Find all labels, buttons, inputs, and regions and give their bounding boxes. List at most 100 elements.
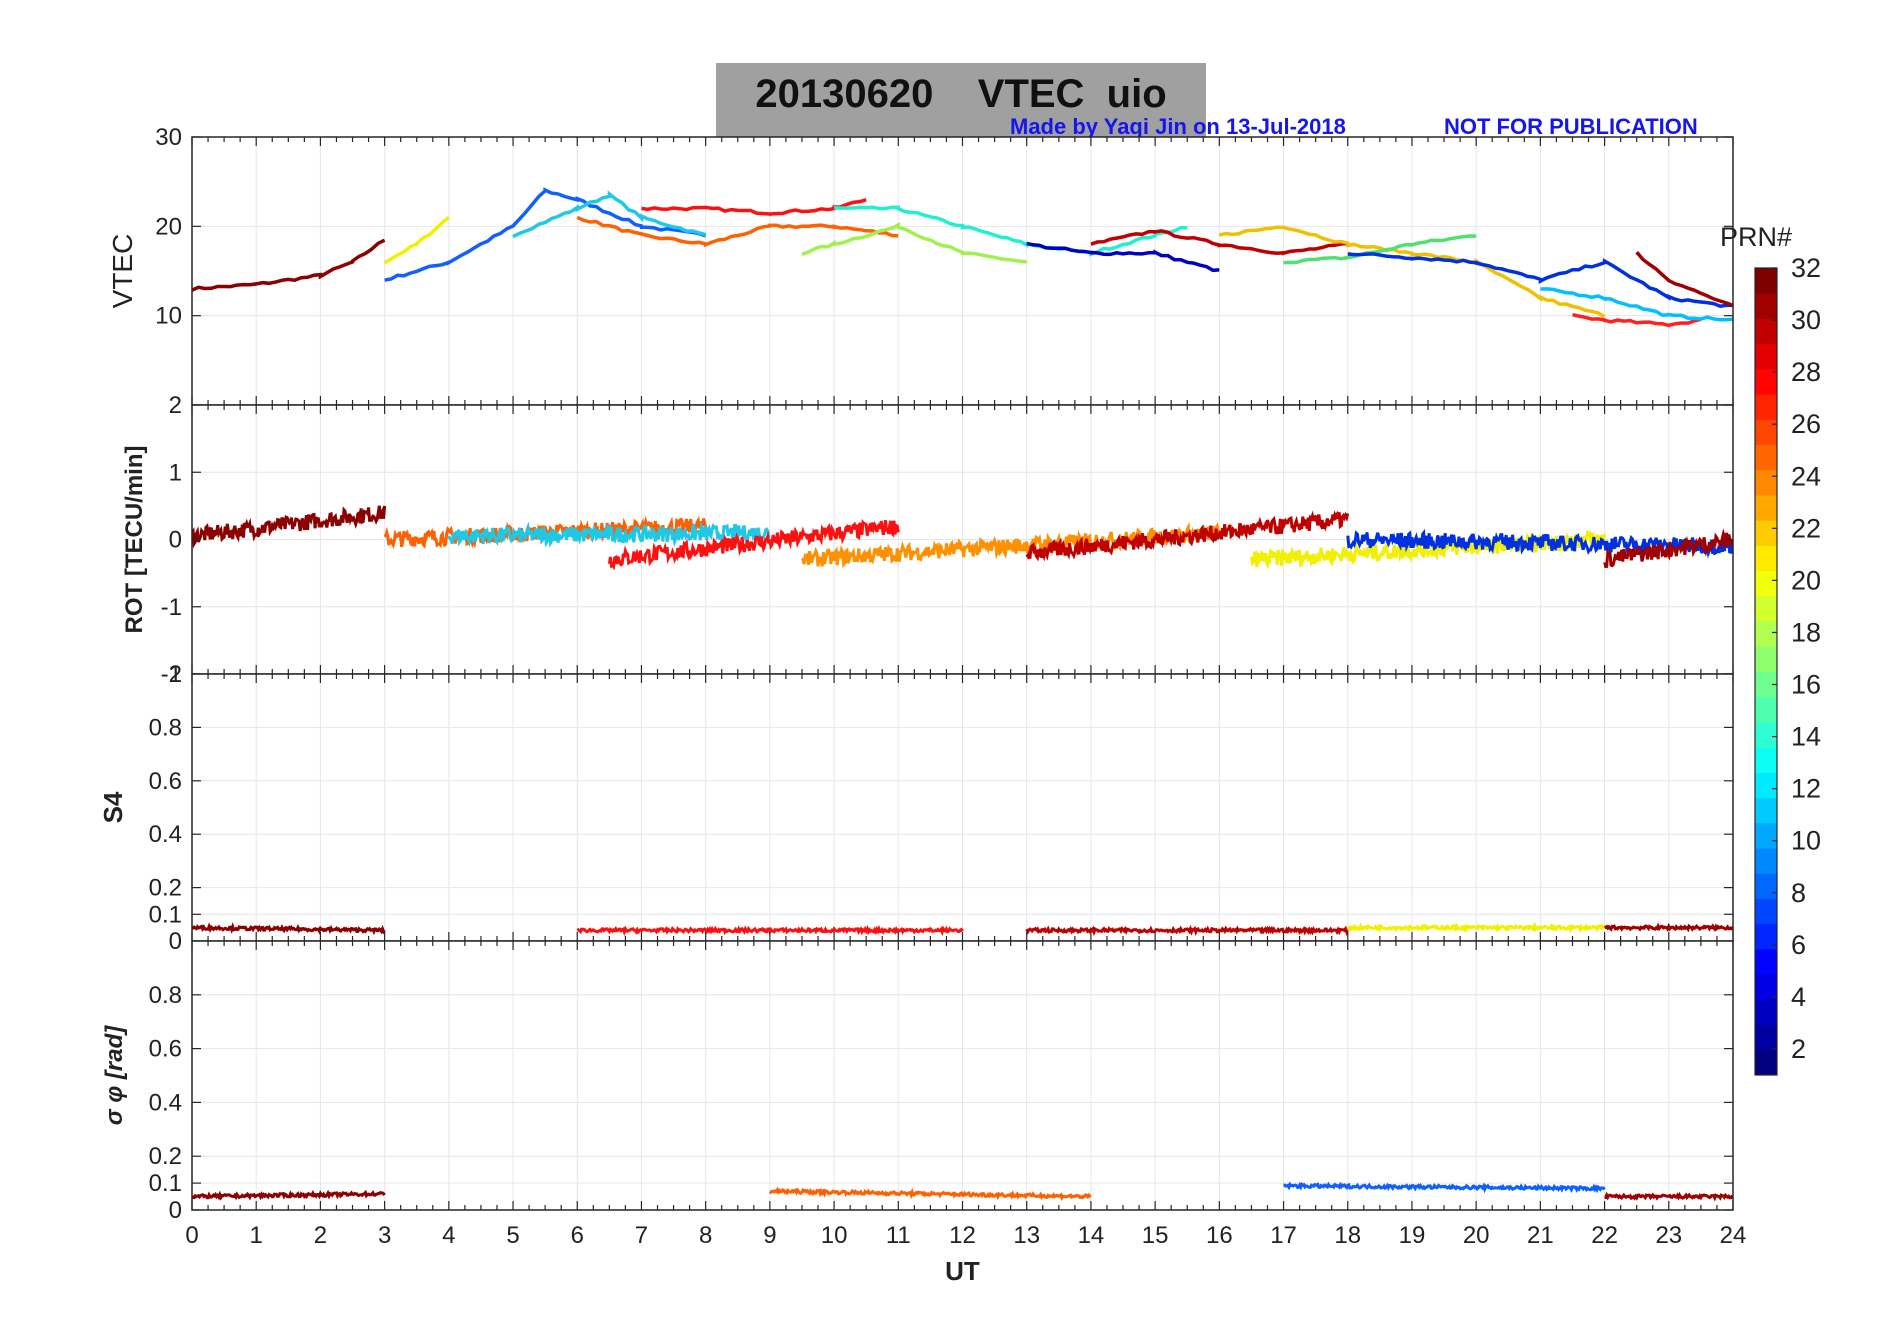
colorbar-segment	[1755, 747, 1777, 773]
y-tick-label: 0.6	[149, 768, 182, 795]
series-line	[801, 222, 1027, 264]
colorbar-segment	[1755, 293, 1777, 319]
colorbar-tick-label: 30	[1791, 305, 1821, 335]
x-tick-label: 19	[1399, 1222, 1426, 1249]
colorbar-segment	[1755, 721, 1777, 748]
y-tick-label: 0.8	[149, 982, 182, 1009]
x-tick-label: 8	[699, 1222, 712, 1249]
y-tick-label: 0.8	[149, 714, 182, 741]
series-line	[192, 505, 387, 549]
y-axis-label: ROT [TECU/min]	[121, 446, 148, 634]
x-tick-label: 2	[314, 1222, 327, 1249]
colorbar-tick-label: 14	[1791, 722, 1821, 752]
x-tick-label: 4	[442, 1222, 455, 1249]
colorbar-segment	[1755, 848, 1777, 874]
series-line	[576, 924, 964, 937]
colorbar-segment	[1755, 923, 1777, 950]
x-axis-label: UT	[945, 1256, 980, 1286]
colorbar-segment	[1755, 974, 1777, 1000]
colorbar-segment	[1755, 595, 1777, 622]
y-axis-label: σ φ [rad]	[101, 1025, 128, 1125]
colorbar-segment	[1755, 873, 1777, 899]
x-tick-label: 17	[1270, 1222, 1297, 1249]
colorbar-tick-label: 22	[1791, 513, 1821, 543]
series-line	[768, 1186, 1092, 1201]
series-line	[384, 187, 707, 282]
series-line	[1604, 1191, 1733, 1202]
y-tick-label: 2	[169, 392, 182, 419]
colorbar-segment	[1755, 368, 1777, 395]
colorbar-segment	[1755, 545, 1777, 572]
colorbar-segment	[1755, 343, 1777, 370]
colorbar-segment	[1755, 469, 1777, 496]
x-tick-label: 22	[1591, 1222, 1618, 1249]
y-tick-label: 0.1	[149, 901, 182, 928]
y-axis-label: S4	[98, 791, 128, 823]
colorbar-label: PRN#	[1720, 222, 1792, 252]
x-tick-label: 16	[1206, 1222, 1233, 1249]
y-tick-label: 0.1	[149, 1170, 182, 1197]
x-tick-label: 11	[886, 1222, 911, 1249]
y-tick-label: 0.6	[149, 1036, 182, 1063]
colorbar-segment	[1755, 1049, 1777, 1076]
series-line	[1603, 528, 1733, 569]
colorbar-segment	[1755, 948, 1777, 975]
colorbar-segment	[1755, 1024, 1777, 1051]
x-tick-label: 0	[185, 1222, 198, 1249]
colorbar-segment	[1755, 999, 1777, 1026]
colorbar-tick-label: 32	[1791, 253, 1821, 283]
series-line	[383, 216, 450, 265]
y-tick-label: 0	[169, 928, 182, 955]
colorbar-segment	[1755, 646, 1777, 672]
x-tick-label: 6	[571, 1222, 584, 1249]
colorbar-segment	[1755, 898, 1777, 925]
series-line	[1218, 225, 1606, 319]
x-tick-label: 10	[821, 1222, 848, 1249]
figure-title: 20130620 VTEC uio	[755, 72, 1167, 116]
series-line	[800, 521, 1221, 569]
series-line	[1026, 241, 1220, 273]
y-axis-label: VTEC	[107, 234, 138, 309]
colorbar-tick-label: 2	[1791, 1034, 1806, 1064]
series-line	[1090, 229, 1348, 256]
series-line	[641, 198, 867, 217]
colorbar-tick-label: 18	[1791, 617, 1821, 647]
colorbar-tick-label: 8	[1791, 878, 1806, 908]
x-tick-label: 7	[635, 1222, 648, 1249]
series-line	[1025, 924, 1350, 937]
x-tick-label: 18	[1334, 1222, 1361, 1249]
colorbar-segment	[1755, 772, 1777, 799]
series-line	[512, 190, 707, 239]
x-tick-label: 15	[1142, 1222, 1169, 1249]
series-line	[192, 1189, 386, 1201]
x-tick-label: 20	[1463, 1222, 1490, 1249]
series-line	[1572, 312, 1702, 328]
series-line	[192, 922, 386, 936]
credit-text: Made by Yaqi Jin on 13-Jul-2018	[1010, 114, 1346, 139]
series-line	[1025, 510, 1350, 562]
colorbar-segment	[1755, 444, 1777, 471]
colorbar-tick-label: 12	[1791, 774, 1821, 804]
x-tick-label: 5	[506, 1222, 519, 1249]
y-tick-label: 30	[155, 124, 182, 151]
colorbar-tick-label: 28	[1791, 357, 1821, 387]
series-line	[1603, 922, 1733, 933]
series-line	[1347, 252, 1733, 308]
colorbar-segment	[1755, 268, 1777, 294]
title-box	[716, 63, 1206, 137]
x-tick-label: 3	[378, 1222, 391, 1249]
colorbar-segment	[1755, 318, 1777, 345]
x-tick-label: 23	[1655, 1222, 1682, 1249]
y-tick-label: 0.2	[149, 1143, 182, 1170]
colorbar-segment	[1755, 419, 1777, 446]
colorbar-segment	[1755, 394, 1777, 420]
y-tick-label: 1	[169, 661, 182, 688]
series-line	[1283, 1181, 1606, 1194]
series-line	[192, 238, 386, 292]
series-line	[834, 205, 1188, 257]
notice-text: NOT FOR PUBLICATION	[1444, 114, 1698, 139]
colorbar-tick-label: 16	[1791, 670, 1821, 700]
series-line	[1346, 921, 1606, 933]
